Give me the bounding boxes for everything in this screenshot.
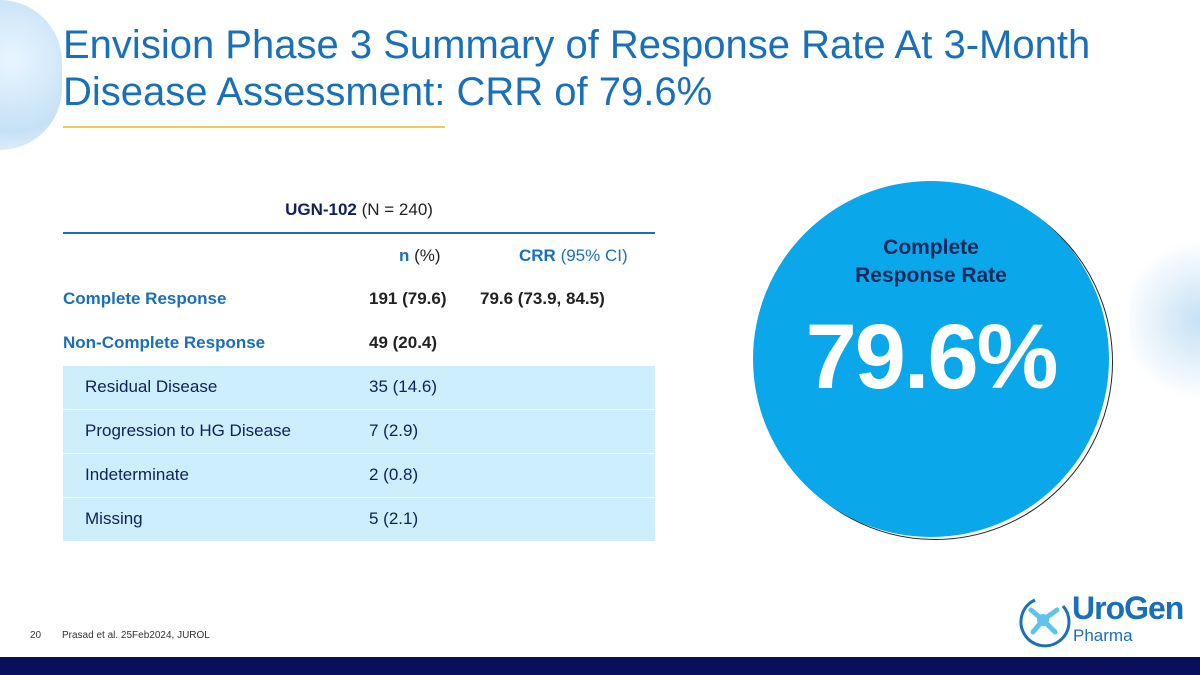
table-row: Non-Complete Response 49 (20.4) — [63, 322, 655, 365]
callout-label-text: Complete Response Rate — [855, 236, 1007, 287]
row-n: 35 (14.6) — [369, 377, 438, 396]
callout-circle — [753, 181, 1109, 537]
decorative-bubble — [0, 0, 62, 150]
footer-bar — [0, 657, 1200, 675]
table-row: Residual Disease 35 (14.6) — [63, 366, 655, 409]
drug-name: UGN-102 — [285, 200, 357, 219]
table-group-header: UGN-102 (N = 240) — [63, 200, 655, 220]
row-n: 49 (20.4) — [369, 333, 438, 352]
row-label: Indeterminate — [85, 465, 189, 484]
table-row: Indeterminate 2 (0.8) — [63, 454, 655, 497]
page-number: 20 — [30, 630, 42, 641]
title-underline — [63, 126, 445, 128]
column-header-n-rest: (%) — [409, 246, 441, 265]
table-row: Progression to HG Disease 7 (2.9) — [63, 410, 655, 453]
row-label: Complete Response — [63, 289, 227, 308]
sample-size: (N = 240) — [356, 200, 433, 219]
column-header-crr-bold: CRR — [519, 246, 556, 265]
logo-name: UroGen — [1072, 590, 1184, 626]
urogen-logo-icon — [1019, 598, 1071, 648]
row-n: 5 (2.1) — [369, 509, 419, 528]
reference: Prasad et al. 25Feb2024, JUROL — [62, 630, 210, 641]
row-label: Non-Complete Response — [63, 333, 266, 352]
row-label: Progression to HG Disease — [85, 421, 291, 440]
row-crr: 79.6 (73.9, 84.5) — [480, 289, 605, 308]
row-label: Residual Disease — [85, 377, 218, 396]
table-divider — [63, 232, 655, 234]
callout-value: 79.6% — [805, 306, 1059, 408]
row-n: 7 (2.9) — [369, 421, 419, 440]
decorative-blur — [1130, 230, 1200, 410]
table-row: Complete Response 191 (79.6) 79.6 (73.9,… — [63, 278, 655, 321]
column-header-crr-rest: (95% CI) — [555, 246, 628, 265]
table-row: Missing 5 (2.1) — [63, 498, 655, 541]
column-header-n: n (%) — [399, 246, 441, 266]
logo-sub: Pharma — [1073, 626, 1133, 645]
row-n: 191 (79.6) — [369, 289, 447, 308]
row-n: 2 (0.8) — [369, 465, 419, 484]
row-label: Missing — [85, 509, 143, 528]
callout-label: Complete Response Rate — [753, 234, 1109, 290]
column-header-crr: CRR (95% CI) — [519, 246, 628, 266]
column-header-n-bold: n — [399, 246, 410, 265]
slide-title: Envision Phase 3 Summary of Response Rat… — [63, 23, 1091, 114]
